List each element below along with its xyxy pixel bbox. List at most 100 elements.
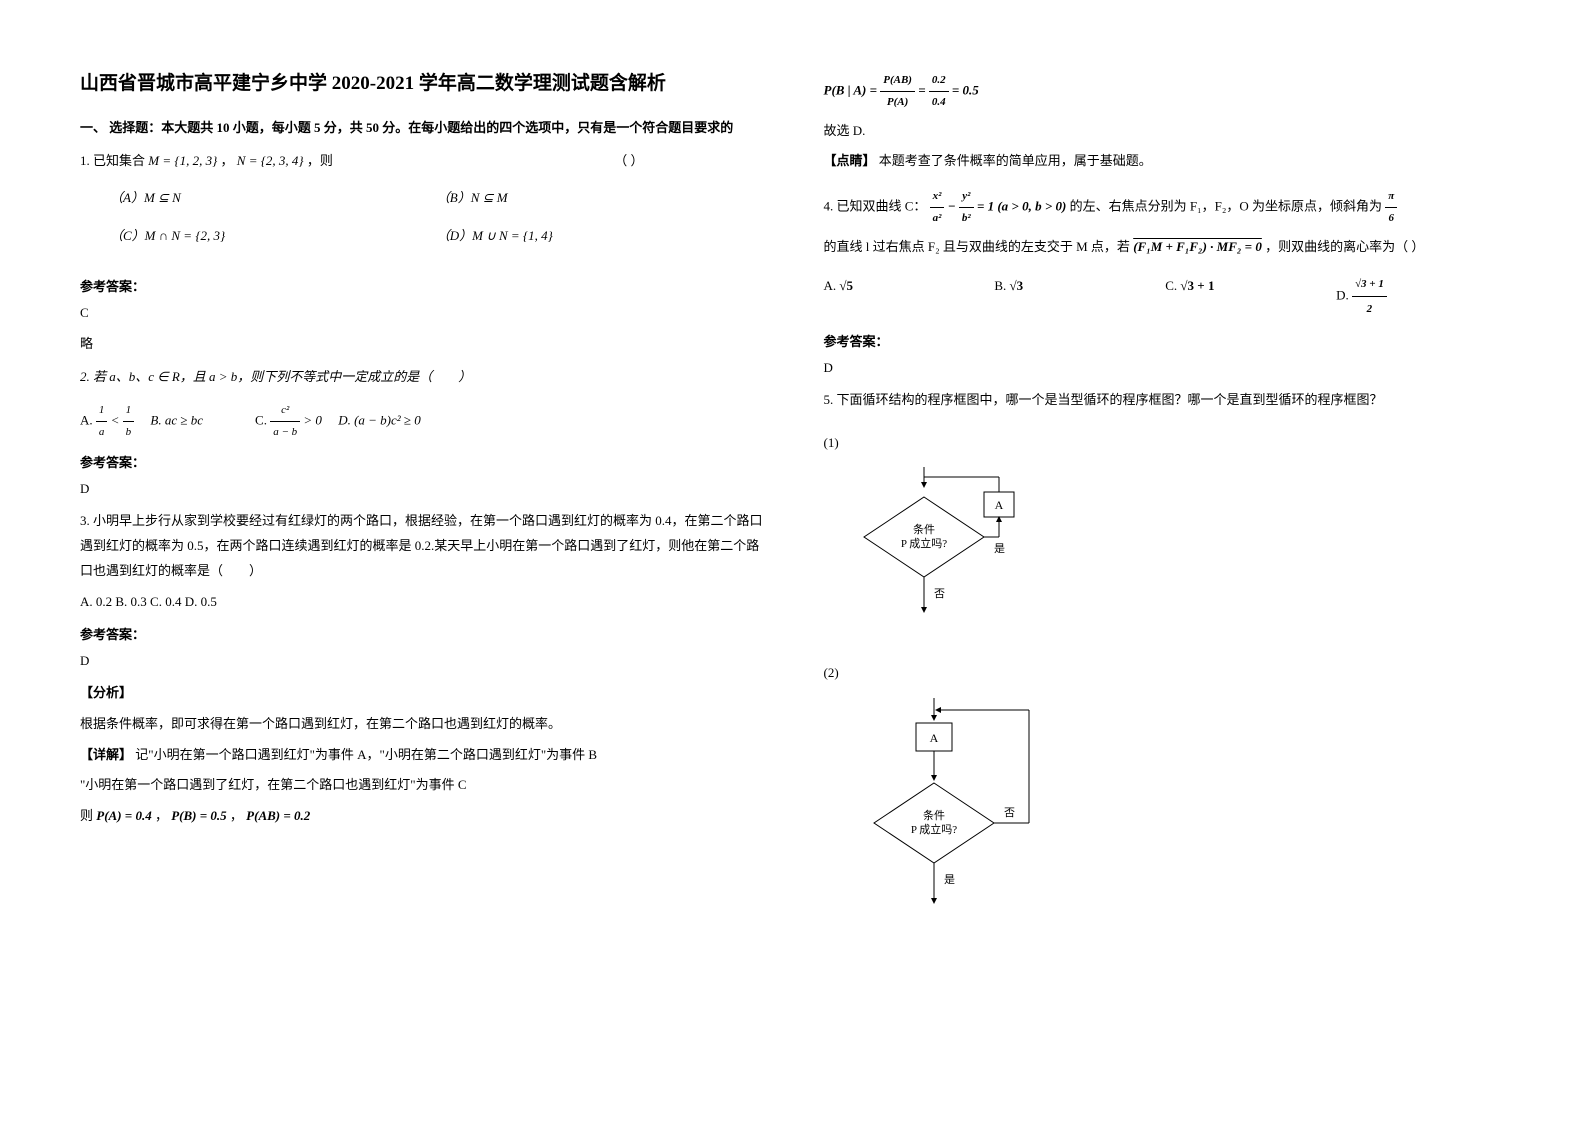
q4-frac-y: y² b² bbox=[959, 186, 974, 229]
q4-a-label: A. bbox=[824, 278, 840, 293]
section-1-header: 一、 选择题：本大题共 10 小题，每小题 5 分，共 50 分。在每小题给出的… bbox=[80, 117, 764, 136]
analysis-label: 【分析】 bbox=[80, 681, 764, 706]
flowchart-1-svg: A 条件 P 成立吗? 是 否 bbox=[854, 467, 1054, 637]
q1-stem-suffix: ，则 bbox=[307, 153, 333, 168]
detail-line-1: 【详解】 记"小明在第一个路口遇到红灯"为事件 A，"小明在第二个路口遇到红灯"… bbox=[80, 743, 764, 768]
q4-d-label: D. bbox=[1336, 287, 1352, 302]
detail-3-sep1: ， bbox=[155, 808, 168, 823]
q4-options: A. √5 B. √3 C. √3 + 1 D. √3 + 1 2 bbox=[824, 272, 1508, 321]
q4-option-b: B. √3 bbox=[994, 272, 1165, 321]
q4-minus: − bbox=[948, 199, 959, 214]
q1-options-row-1: （A）M ⊆ N （B）N ⊆ M bbox=[80, 184, 764, 213]
q4-prefix: 4. 已知双曲线 C： bbox=[824, 199, 927, 214]
flowchart-1-box-a: A bbox=[994, 498, 1003, 512]
q4-c-label: C. bbox=[1165, 278, 1180, 293]
q1-set-m: M = {1, 2, 3} bbox=[148, 153, 217, 168]
answer-4: D bbox=[824, 360, 1508, 376]
detail-line-3: 则 P(A) = 0.4 ， P(B) = 0.5 ， P(AB) = 0.2 bbox=[80, 804, 764, 829]
q4-d-frac: √3 + 1 2 bbox=[1352, 272, 1387, 321]
formula-den2: 0.4 bbox=[929, 92, 949, 113]
comment-label: 【点睛】 bbox=[824, 153, 876, 168]
detail-3-prefix: 则 bbox=[80, 808, 96, 823]
q2-frac-c-den: a − b bbox=[270, 422, 300, 443]
q2-frac-1b-den: b bbox=[123, 422, 135, 443]
q1-option-c: （C）M ∩ N = {2, 3} bbox=[110, 222, 437, 251]
flowchart-1-no: 否 bbox=[934, 588, 945, 600]
formula-result: = 0.5 bbox=[952, 82, 979, 97]
question-4-line-1: 4. 已知双曲线 C： x² a² − y² b² = 1 (a > 0, b … bbox=[824, 186, 1508, 229]
q4-eq-suffix: = 1 (a > 0, b > 0) bbox=[977, 199, 1066, 214]
q4-frac-x: x² a² bbox=[930, 186, 945, 229]
flowchart-1: A 条件 P 成立吗? 是 否 bbox=[854, 467, 1508, 641]
q4-option-a: A. √5 bbox=[824, 272, 995, 321]
detail-label: 【详解】 bbox=[80, 747, 132, 762]
left-column: 山西省晋城市高平建宁乡中学 2020-2021 学年高二数学理测试题含解析 一、… bbox=[50, 70, 794, 1052]
q2-option-a-label: A. bbox=[80, 412, 96, 427]
q1-options-row-2: （C）M ∩ N = {2, 3} （D）M ∪ N = {1, 4} bbox=[80, 222, 764, 251]
flowchart-2-cond-2: P 成立吗? bbox=[910, 822, 956, 836]
formula-num2: 0.2 bbox=[929, 70, 949, 92]
q2-frac-1a: 1 a bbox=[96, 400, 108, 443]
answer-label-2: 参考答案： bbox=[80, 452, 764, 471]
formula-frac-2: 0.2 0.4 bbox=[929, 70, 949, 113]
q2-frac-c: c² a − b bbox=[270, 400, 300, 443]
q2-opt-c-suffix: > 0 bbox=[303, 412, 322, 427]
q1-paren: （ ） bbox=[614, 148, 643, 174]
q2-stem: 2. 若 a、b、c ∈ R，且 a > b，则下列不等式中一定成立的是（ ） bbox=[80, 369, 471, 384]
q2-frac-1b-num: 1 bbox=[123, 400, 135, 422]
q4-mid: 的左、右焦点分别为 F₁，F₂，O 为坐标原点，倾斜角为 bbox=[1070, 199, 1386, 214]
q4-y-den: b² bbox=[959, 208, 974, 229]
q2-lt: < bbox=[111, 412, 123, 427]
q4-d-den: 2 bbox=[1352, 297, 1387, 321]
conditional-prob-formula: P(B | A) = P(AB) P(A) = 0.2 0.4 = 0.5 bbox=[824, 70, 1508, 113]
flowchart-2-cond-1: 条件 bbox=[923, 808, 945, 822]
q1-stem-prefix: 1. 已知集合 bbox=[80, 153, 148, 168]
comment-line: 【点睛】 本题考查了条件概率的简单应用，属于基础题。 bbox=[824, 149, 1508, 174]
q4-vec-expr: (F₁M + F₁F₂) · MF₂ = 0 bbox=[1133, 239, 1262, 254]
question-4-line-2: 的直线 l 过右焦点 F₂ 且与双曲线的左支交于 M 点，若 (F₁M + F₁… bbox=[824, 235, 1508, 260]
q4-x-num: x² bbox=[930, 186, 945, 208]
q1-option-b: （B）N ⊆ M bbox=[437, 184, 764, 213]
question-2: 2. 若 a、b、c ∈ R，且 a > b，则下列不等式中一定成立的是（ ） bbox=[80, 364, 764, 390]
detail-3-pab: P(AB) = 0.2 bbox=[246, 808, 310, 823]
answer-label-4: 参考答案： bbox=[824, 331, 1508, 350]
formula-lhs: P(B | A) = bbox=[824, 82, 881, 97]
answer-2: D bbox=[80, 481, 764, 497]
answer-1-note: 略 bbox=[80, 333, 764, 352]
flowchart-1-yes: 是 bbox=[994, 542, 1005, 555]
flowchart-2-box-a: A bbox=[929, 731, 938, 745]
flowchart-2-no: 否 bbox=[1004, 807, 1015, 819]
formula-den: P(A) bbox=[880, 92, 915, 113]
q2-frac-1a-den: a bbox=[96, 422, 108, 443]
q2-option-c-label: C. bbox=[255, 412, 270, 427]
q2-option-b: B. ac ≥ bc bbox=[150, 412, 203, 427]
q2-options: A. 1 a < 1 b B. ac ≥ bc C. c² a − b > 0 … bbox=[80, 400, 764, 443]
q1-option-a: （A）M ⊆ N bbox=[110, 184, 437, 213]
question-3-options: A. 0.2 B. 0.3 C. 0.4 D. 0.5 bbox=[80, 590, 764, 615]
answer-1: C bbox=[80, 305, 764, 321]
flowchart-2-yes: 是 bbox=[944, 873, 955, 886]
q4-angle-num: π bbox=[1385, 186, 1397, 208]
q4-option-d: D. √3 + 1 2 bbox=[1336, 272, 1507, 321]
detail-1-text: 记"小明在第一个路口遇到红灯"为事件 A，"小明在第二个路口遇到红灯"为事件 B bbox=[135, 747, 597, 762]
q5-subpart-1-label: (1) bbox=[824, 431, 1508, 456]
q5-subpart-2-label: (2) bbox=[824, 661, 1508, 686]
formula-eq1: = bbox=[918, 82, 929, 97]
question-1: 1. 已知集合 M = {1, 2, 3} ， N = {2, 3, 4} ，则… bbox=[80, 148, 764, 174]
q4-b-value: √3 bbox=[1010, 278, 1024, 293]
comment-text: 本题考查了条件概率的简单应用，属于基础题。 bbox=[879, 153, 1152, 168]
conclusion: 故选 D. bbox=[824, 119, 1508, 144]
q4-y-num: y² bbox=[959, 186, 974, 208]
q1-sep1: ， bbox=[221, 153, 234, 168]
flowchart-1-cond-1: 条件 bbox=[913, 522, 935, 536]
document-title: 山西省晋城市高平建宁乡中学 2020-2021 学年高二数学理测试题含解析 bbox=[80, 70, 764, 99]
analysis-text: 根据条件概率，即可求得在第一个路口遇到红灯，在第二个路口也遇到红灯的概率。 bbox=[80, 712, 764, 737]
answer-label-1: 参考答案： bbox=[80, 276, 764, 295]
q4-option-c: C. √3 + 1 bbox=[1165, 272, 1336, 321]
q2-frac-1a-num: 1 bbox=[96, 400, 108, 422]
q4-c-value: √3 + 1 bbox=[1180, 278, 1214, 293]
detail-3-pb: P(B) = 0.5 bbox=[171, 808, 226, 823]
formula-num: P(AB) bbox=[880, 70, 915, 92]
flowchart-2-svg: A 条件 P 成立吗? 否 是 bbox=[854, 698, 1074, 918]
answer-3: D bbox=[80, 653, 764, 669]
